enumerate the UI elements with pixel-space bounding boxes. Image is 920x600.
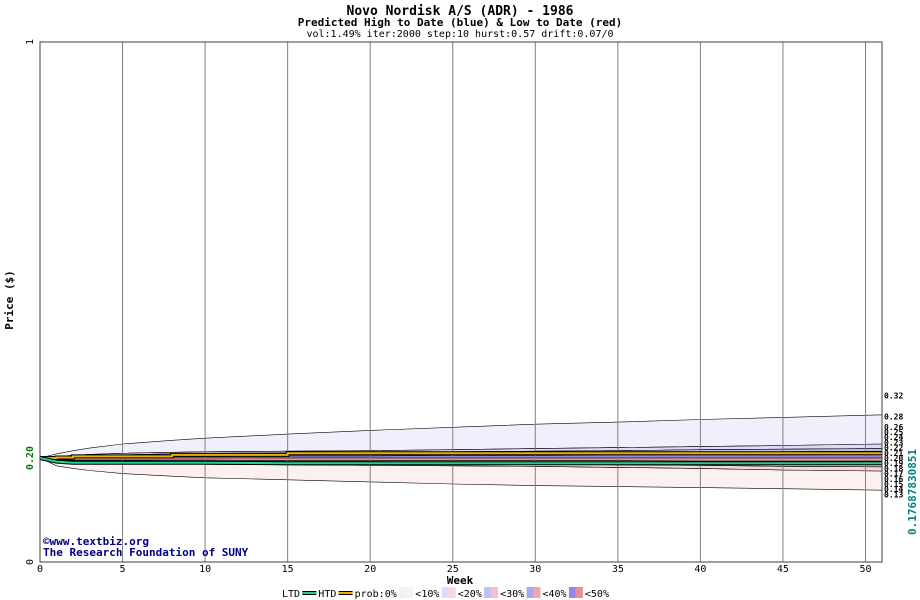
legend-item-2: <20% — [458, 589, 482, 600]
right-label-2: 0.26 — [884, 423, 903, 432]
legend-swatch-high-2 — [441, 587, 449, 598]
right-label-14: 0.14 — [884, 485, 903, 494]
x-tick-0: 0 — [37, 564, 43, 575]
x-tick-20: 20 — [364, 564, 376, 575]
right-label-15: 0.13 — [884, 490, 903, 499]
watermark-line1: ©www.textbiz.org — [43, 535, 149, 548]
y-axis-label: Price ($) — [3, 270, 16, 330]
right-label-0: 0.32 — [884, 392, 903, 401]
legend-item-3: <30% — [500, 589, 524, 600]
watermark-line2: The Research Foundation of SUNY — [43, 546, 249, 559]
legend-swatch-high-1 — [399, 587, 407, 598]
x-tick-30: 30 — [529, 564, 541, 575]
legend-swatch-low-2 — [448, 587, 456, 598]
legend-htd-label: HTD — [318, 589, 336, 600]
x-tick-labels: 0 5 10 15 20 25 30 35 40 45 50 — [37, 564, 872, 575]
htd-line — [40, 452, 882, 459]
x-tick-40: 40 — [694, 564, 706, 575]
chart-subtitle: Predicted High to Date (blue) & Low to D… — [298, 16, 623, 29]
legend-swatch-low-1 — [406, 587, 414, 598]
right-label-6: 0.22 — [884, 444, 903, 453]
plot-frame — [39, 41, 883, 563]
y-tick-0.20: 0.20 — [25, 446, 36, 470]
legend: LTD HTD prob:0% <10% <20% <30% <40% <50% — [282, 587, 609, 600]
right-label-4: 0.24 — [884, 433, 903, 442]
x-tick-10: 10 — [199, 564, 211, 575]
legend-swatch-high-3 — [484, 587, 492, 598]
current-price-label: 0.17687830851 — [906, 449, 919, 535]
right-label-1: 0.28 — [884, 412, 903, 421]
right-label-3: 0.25 — [884, 428, 903, 437]
x-axis-label: Week — [447, 574, 474, 587]
right-label-12: 0.16 — [884, 475, 903, 484]
legend-swatch-low-4 — [533, 587, 541, 598]
x-tick-50: 50 — [859, 564, 871, 575]
y-tick-0: 0 — [25, 559, 36, 565]
ltd-line — [39, 457, 882, 465]
right-label-10: 0.18 — [884, 464, 903, 473]
htd-ltd-lines — [39, 451, 882, 466]
grid-lines — [122, 42, 866, 562]
right-label-13: 0.15 — [884, 480, 903, 489]
y-tick-1: 1 — [25, 39, 36, 45]
right-label-7: 0.21 — [884, 449, 903, 458]
legend-swatch-high-4 — [526, 587, 534, 598]
x-tick-25: 25 — [447, 564, 459, 575]
right-label-8: 0.20 — [884, 454, 903, 463]
legend-item-5: <50% — [585, 589, 609, 600]
legend-prob-label: prob:0% — [355, 589, 397, 600]
right-label-5: 0.23 — [884, 438, 903, 447]
legend-item-1: <10% — [415, 589, 439, 600]
x-tick-45: 45 — [777, 564, 789, 575]
legend-ltd-label: LTD — [282, 589, 300, 600]
legend-swatch-low-5 — [575, 587, 583, 598]
right-label-11: 0.17 — [884, 470, 903, 479]
legend-item-4: <40% — [543, 589, 567, 600]
chart-params: vol:1.49% iter:2000 step:10 hurst:0.57 d… — [306, 29, 613, 40]
x-tick-5: 5 — [120, 564, 126, 575]
x-tick-35: 35 — [612, 564, 624, 575]
chart-title: Novo Nordisk A/S (ADR) - 1986 — [347, 4, 574, 19]
y-tick-labels: 0 0.20 1 — [25, 39, 36, 565]
legend-swatch-low-3 — [491, 587, 499, 598]
x-tick-15: 15 — [282, 564, 294, 575]
right-price-labels: 0.32 0.28 0.260.250.240.230.220.210.200.19… — [884, 392, 903, 500]
legend-swatch-high-5 — [568, 587, 576, 598]
right-label-9: 0.19 — [884, 459, 903, 468]
